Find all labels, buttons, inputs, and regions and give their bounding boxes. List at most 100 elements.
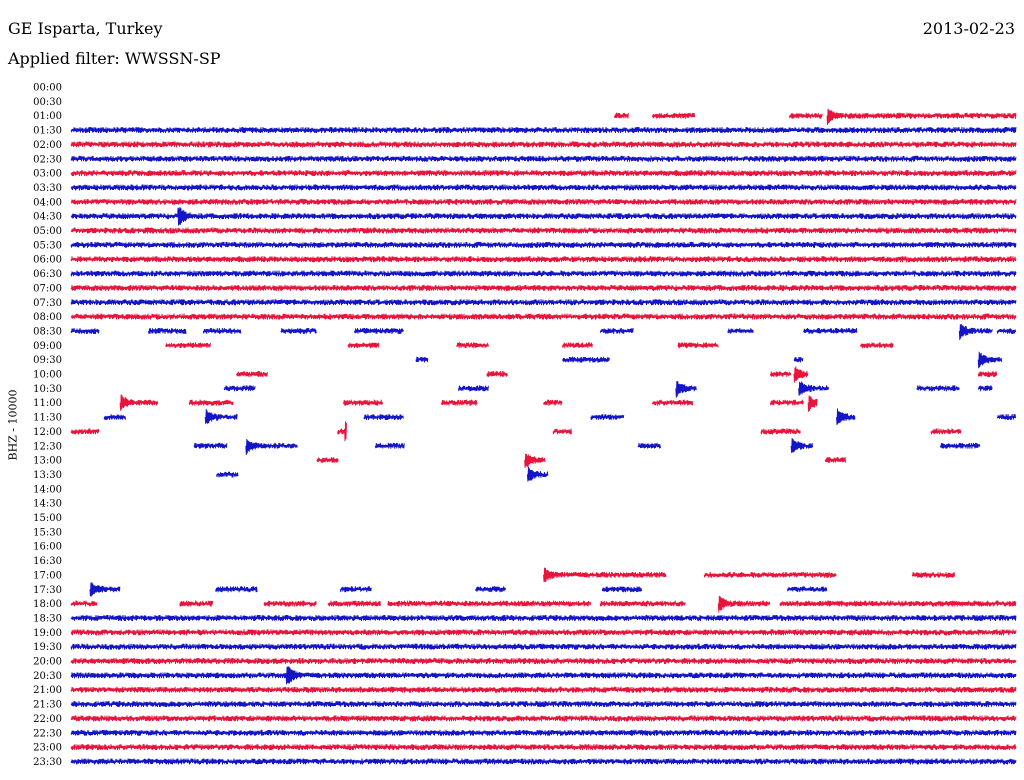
trace-segment bbox=[524, 453, 546, 469]
time-tick-label: 17:30 bbox=[33, 585, 62, 596]
trace-segment bbox=[165, 342, 211, 349]
trace-segment bbox=[977, 371, 998, 378]
trace-segment bbox=[70, 299, 1017, 306]
trace-segment bbox=[339, 586, 372, 593]
trace-segment bbox=[70, 127, 1017, 134]
time-tick-label: 16:00 bbox=[33, 542, 62, 553]
trace-segment bbox=[911, 571, 956, 578]
time-tick-label: 17:00 bbox=[33, 570, 62, 581]
time-tick-label: 00:00 bbox=[33, 83, 62, 94]
trace-segment bbox=[717, 595, 771, 613]
trace-segment bbox=[561, 342, 593, 349]
time-tick-label: 07:30 bbox=[33, 298, 62, 309]
time-tick-label: 18:30 bbox=[33, 613, 62, 624]
trace-segment bbox=[793, 356, 804, 363]
time-tick-label: 13:30 bbox=[33, 470, 62, 481]
trace-segment bbox=[70, 744, 1017, 751]
trace-segment bbox=[543, 567, 667, 582]
trace-segment bbox=[727, 328, 754, 334]
trace-segment bbox=[486, 370, 508, 377]
trace-segment bbox=[374, 442, 405, 449]
trace-segment bbox=[916, 385, 960, 392]
time-tick-label: 12:30 bbox=[33, 441, 62, 452]
trace-segment bbox=[677, 342, 719, 349]
trace-segment bbox=[457, 385, 489, 392]
trace-segment bbox=[70, 227, 1017, 234]
time-tick-label: 06:30 bbox=[33, 269, 62, 280]
trace-segment bbox=[807, 395, 818, 412]
trace-segment bbox=[70, 141, 1017, 148]
time-tick-label: 15:00 bbox=[33, 513, 62, 524]
trace-segment bbox=[996, 414, 1017, 421]
trace-segment bbox=[526, 466, 549, 482]
trace-segment bbox=[70, 198, 1017, 205]
time-tick-label: 13:00 bbox=[33, 456, 62, 467]
trace-segment bbox=[70, 206, 1017, 226]
time-tick-label: 20:00 bbox=[33, 657, 62, 668]
trace-segment bbox=[148, 328, 187, 334]
trace-segment bbox=[651, 399, 694, 406]
time-tick-label: 22:30 bbox=[33, 728, 62, 739]
time-tick-label: 04:30 bbox=[33, 212, 62, 223]
time-tick-label: 14:30 bbox=[33, 499, 62, 510]
time-tick-label: 01:00 bbox=[33, 111, 62, 122]
trace-segment bbox=[223, 385, 256, 392]
trace-segment bbox=[769, 399, 804, 406]
trace-segment bbox=[561, 356, 610, 363]
trace-segment bbox=[637, 442, 661, 449]
trace-segment bbox=[590, 414, 625, 421]
trace-segment bbox=[675, 381, 697, 398]
filter-label: Applied filter: WWSSN-SP bbox=[8, 49, 221, 68]
trace-segment bbox=[188, 399, 234, 406]
trace-segment bbox=[337, 421, 347, 442]
trace-segment bbox=[193, 442, 228, 449]
trace-segment bbox=[70, 170, 1017, 177]
time-tick-label: 09:00 bbox=[33, 341, 62, 352]
trace-segment bbox=[651, 112, 696, 119]
trace-segment bbox=[70, 256, 1017, 263]
trace-segment bbox=[70, 701, 1017, 708]
trace-segment bbox=[996, 328, 1017, 334]
time-tick-label: 10:30 bbox=[33, 384, 62, 395]
time-tick-label: 00:30 bbox=[33, 97, 62, 108]
trace-segment bbox=[977, 351, 1003, 369]
trace-segment bbox=[859, 342, 894, 349]
time-tick-label: 15:30 bbox=[33, 527, 62, 538]
trace-segment bbox=[779, 600, 1017, 607]
trace-segment bbox=[793, 366, 809, 383]
trace-segment bbox=[70, 241, 1017, 248]
time-tick-label: 19:30 bbox=[33, 642, 62, 653]
trace-segment bbox=[826, 108, 1017, 126]
trace-segment bbox=[70, 729, 1017, 736]
trace-segment bbox=[836, 408, 856, 426]
station-title: GE Isparta, Turkey bbox=[8, 19, 163, 38]
trace-segment bbox=[703, 571, 837, 578]
trace-segment bbox=[788, 112, 823, 120]
time-tick-label: 10:00 bbox=[33, 370, 62, 381]
time-tick-label: 12:00 bbox=[33, 427, 62, 438]
time-tick-label: 03:30 bbox=[33, 183, 62, 194]
time-tick-label: 08:00 bbox=[33, 312, 62, 323]
trace-segment bbox=[70, 614, 1017, 621]
trace-segment bbox=[245, 438, 298, 456]
time-tick-label: 03:00 bbox=[33, 169, 62, 180]
trace-segment bbox=[930, 428, 962, 435]
trace-segment bbox=[70, 758, 1017, 765]
trace-segment bbox=[70, 657, 1017, 665]
trace-segment bbox=[70, 643, 1017, 650]
time-tick-label: 21:30 bbox=[33, 700, 62, 711]
time-tick-label: 09:30 bbox=[33, 355, 62, 366]
trace-segment bbox=[216, 471, 239, 478]
time-tick-label: 02:30 bbox=[33, 154, 62, 165]
time-tick-label: 11:00 bbox=[33, 398, 62, 409]
trace-segment bbox=[70, 328, 100, 334]
trace-segment bbox=[769, 371, 792, 378]
time-tick-label: 23:30 bbox=[33, 757, 62, 768]
trace-segment bbox=[70, 428, 100, 435]
trace-segment bbox=[70, 629, 1017, 636]
trace-segment bbox=[70, 313, 1017, 320]
time-tick-label: 21:00 bbox=[33, 685, 62, 696]
trace-segment bbox=[977, 385, 993, 392]
trace-segment bbox=[939, 442, 981, 449]
trace-segment bbox=[824, 457, 847, 463]
